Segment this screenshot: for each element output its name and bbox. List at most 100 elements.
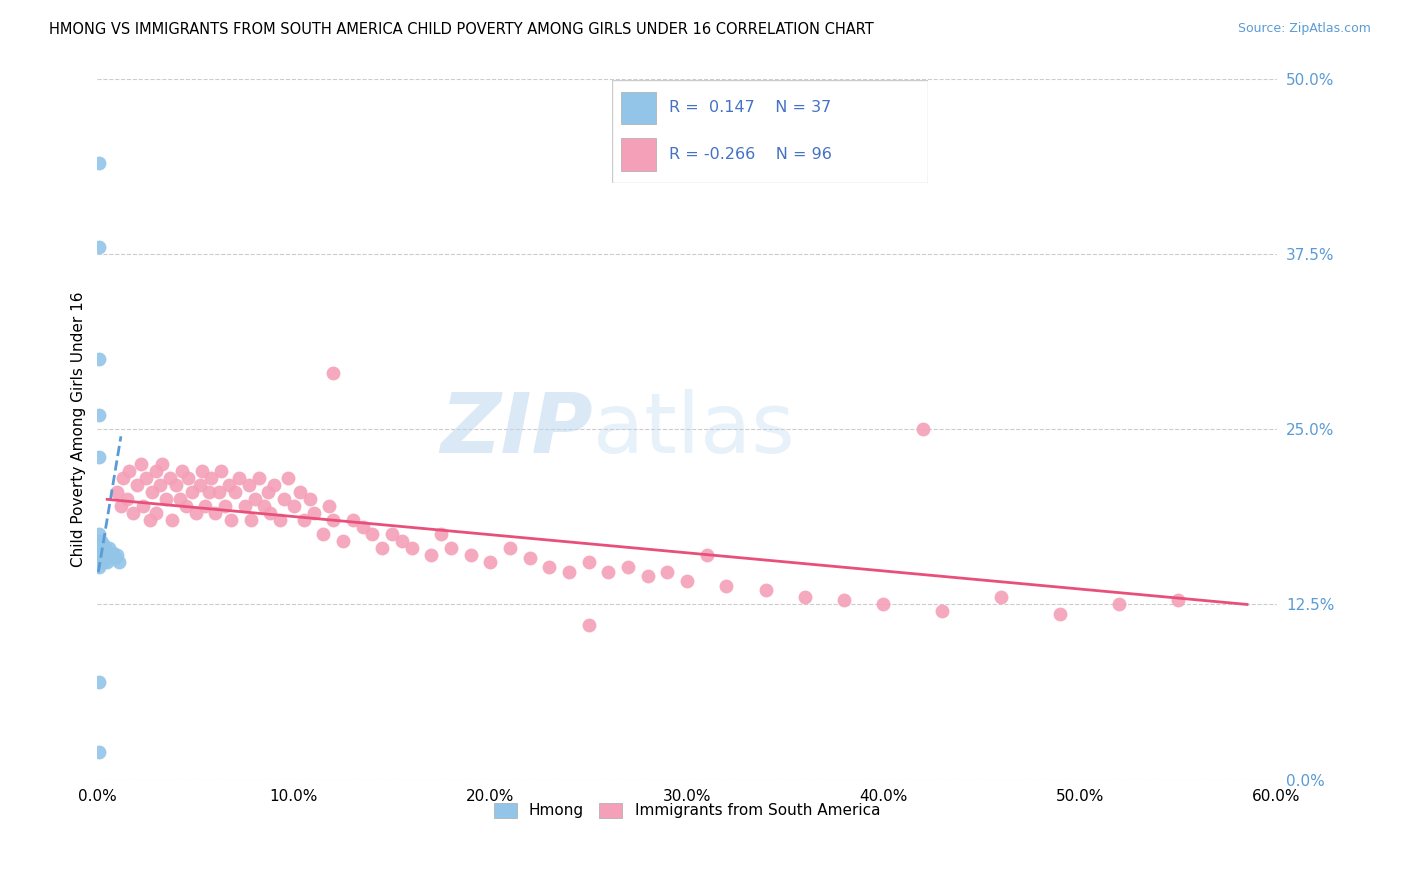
Point xyxy=(931,604,953,618)
Point xyxy=(228,471,250,485)
Point xyxy=(190,464,212,478)
Point xyxy=(238,478,260,492)
Point xyxy=(111,471,134,485)
Point xyxy=(793,591,815,605)
FancyBboxPatch shape xyxy=(612,80,928,183)
Point xyxy=(155,492,177,507)
Point xyxy=(332,534,354,549)
Point xyxy=(259,507,281,521)
Point xyxy=(361,527,384,541)
Point xyxy=(96,546,118,560)
Point xyxy=(460,549,482,563)
Point xyxy=(381,527,404,541)
Point xyxy=(538,559,561,574)
Point xyxy=(89,409,111,423)
Point xyxy=(194,500,217,514)
Point xyxy=(94,549,117,563)
Point xyxy=(322,513,344,527)
FancyBboxPatch shape xyxy=(621,92,655,124)
Point xyxy=(121,507,143,521)
Point xyxy=(657,566,679,580)
Point xyxy=(118,464,141,478)
Point xyxy=(617,559,640,574)
Point xyxy=(312,527,335,541)
Point xyxy=(165,478,187,492)
Point xyxy=(89,674,111,689)
Y-axis label: Child Poverty Among Girls Under 16: Child Poverty Among Girls Under 16 xyxy=(72,292,86,567)
Point xyxy=(257,485,280,500)
Point xyxy=(911,422,934,436)
Point xyxy=(519,551,541,566)
Point xyxy=(149,478,172,492)
Point xyxy=(598,566,620,580)
Point xyxy=(676,574,699,588)
Point xyxy=(420,549,443,563)
Point xyxy=(89,551,111,566)
Text: R =  0.147    N = 37: R = 0.147 N = 37 xyxy=(669,101,831,115)
Point xyxy=(125,478,148,492)
Point xyxy=(233,500,256,514)
Point xyxy=(89,559,111,574)
Point xyxy=(90,546,112,560)
Point xyxy=(139,513,162,527)
Point xyxy=(90,549,112,563)
Legend: Hmong, Immigrants from South America: Hmong, Immigrants from South America xyxy=(488,797,886,824)
Point xyxy=(94,551,117,566)
Point xyxy=(145,464,167,478)
Point xyxy=(90,556,112,570)
Point xyxy=(177,471,200,485)
Point xyxy=(169,492,191,507)
Point xyxy=(98,541,121,556)
Point xyxy=(90,534,112,549)
FancyBboxPatch shape xyxy=(621,137,655,170)
Point xyxy=(302,507,325,521)
Text: ZIP: ZIP xyxy=(440,389,592,470)
Point xyxy=(188,478,211,492)
Point xyxy=(100,549,122,563)
Point xyxy=(89,527,111,541)
Point xyxy=(832,593,855,607)
Point xyxy=(89,549,111,563)
Point xyxy=(283,500,305,514)
Point xyxy=(352,520,374,534)
Point xyxy=(440,541,463,556)
Point xyxy=(1049,607,1071,622)
Point xyxy=(174,500,197,514)
Point xyxy=(141,485,163,500)
Point xyxy=(430,527,453,541)
Point xyxy=(288,485,311,500)
Point xyxy=(89,450,111,465)
Point xyxy=(243,492,266,507)
Point xyxy=(204,507,226,521)
Point xyxy=(269,513,291,527)
Point xyxy=(91,546,114,560)
Point xyxy=(247,471,270,485)
Point xyxy=(239,513,262,527)
Point xyxy=(89,541,111,556)
Point xyxy=(208,485,231,500)
Point xyxy=(150,458,173,472)
Point xyxy=(263,478,285,492)
Text: R = -0.266    N = 96: R = -0.266 N = 96 xyxy=(669,146,831,161)
Point xyxy=(91,549,114,563)
Point xyxy=(131,500,153,514)
Point xyxy=(696,549,718,563)
Point xyxy=(129,458,152,472)
Point xyxy=(89,534,111,549)
Point xyxy=(91,556,114,570)
Point xyxy=(479,556,502,570)
Text: HMONG VS IMMIGRANTS FROM SOUTH AMERICA CHILD POVERTY AMONG GIRLS UNDER 16 CORREL: HMONG VS IMMIGRANTS FROM SOUTH AMERICA C… xyxy=(49,22,875,37)
Point xyxy=(184,507,207,521)
Point xyxy=(115,492,138,507)
Point xyxy=(89,556,111,570)
Point xyxy=(401,541,423,556)
Point xyxy=(371,541,394,556)
Point xyxy=(318,500,340,514)
Point xyxy=(91,537,114,551)
Point xyxy=(277,471,299,485)
Point xyxy=(90,541,112,556)
Point xyxy=(94,541,117,556)
Point xyxy=(90,551,112,566)
Text: Source: ZipAtlas.com: Source: ZipAtlas.com xyxy=(1237,22,1371,36)
Point xyxy=(105,549,128,563)
